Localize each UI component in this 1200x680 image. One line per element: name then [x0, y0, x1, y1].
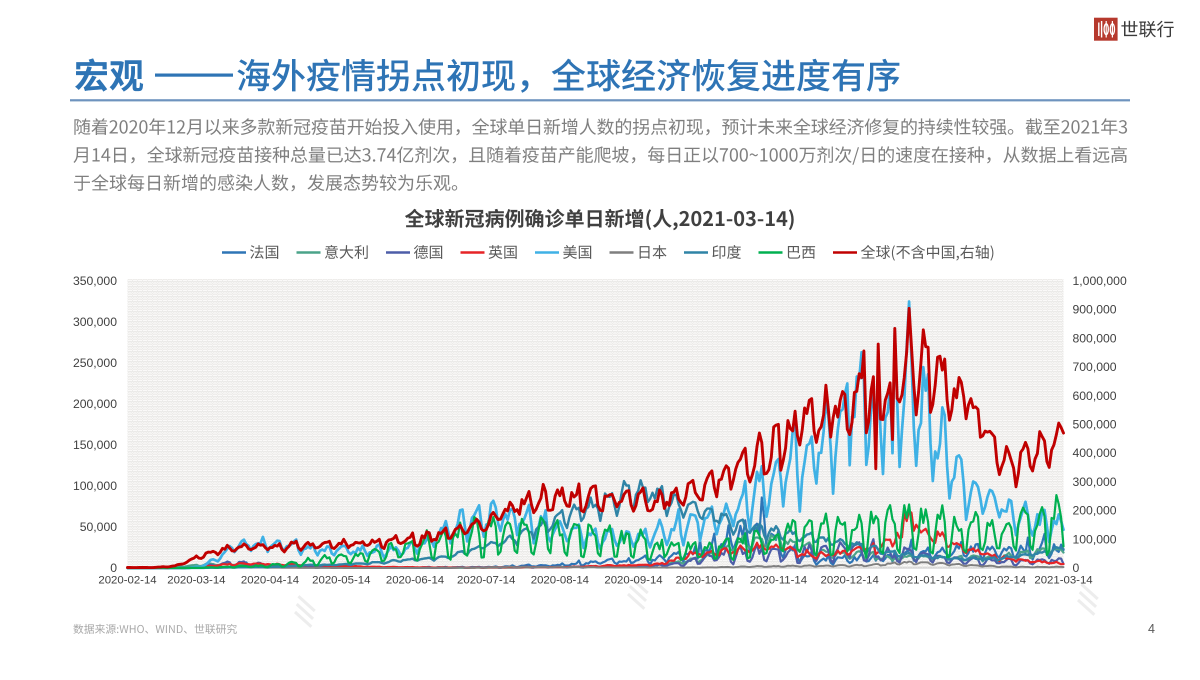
svg-text:600,000: 600,000 [1073, 389, 1117, 403]
svg-text:2020-08-14: 2020-08-14 [531, 575, 589, 587]
svg-text:2020-09-14: 2020-09-14 [604, 575, 662, 587]
svg-text:1,000,000: 1,000,000 [1073, 274, 1127, 288]
svg-text:400,000: 400,000 [1073, 446, 1117, 460]
svg-text:2020-06-14: 2020-06-14 [386, 575, 444, 587]
svg-text:700,000: 700,000 [1073, 360, 1117, 374]
svg-text:2021-02-14: 2021-02-14 [968, 575, 1026, 587]
svg-text:200,000: 200,000 [73, 397, 117, 411]
svg-text:100,000: 100,000 [73, 479, 117, 493]
svg-text:200,000: 200,000 [1073, 504, 1117, 518]
svg-text:500,000: 500,000 [1073, 418, 1117, 432]
svg-text:250,000: 250,000 [73, 356, 117, 370]
svg-text:800,000: 800,000 [1073, 331, 1117, 345]
svg-text:2020-11-14: 2020-11-14 [750, 575, 807, 587]
svg-text:2020-04-14: 2020-04-14 [241, 575, 299, 587]
svg-text:2020-12-14: 2020-12-14 [821, 575, 879, 587]
svg-text:2021-01-14: 2021-01-14 [894, 575, 952, 587]
svg-text:2020-03-14: 2020-03-14 [167, 575, 225, 587]
svg-text:300,000: 300,000 [1073, 475, 1117, 489]
svg-text:350,000: 350,000 [73, 274, 117, 288]
svg-text:2020-07-14: 2020-07-14 [457, 575, 515, 587]
svg-text:2020-02-14: 2020-02-14 [98, 575, 156, 587]
svg-text:300,000: 300,000 [73, 315, 117, 329]
svg-text:2020-05-14: 2020-05-14 [312, 575, 370, 587]
svg-text:2020-10-14: 2020-10-14 [676, 575, 734, 587]
svg-text:50,000: 50,000 [80, 520, 117, 534]
svg-text:0: 0 [110, 561, 117, 575]
svg-text:2021-03-14: 2021-03-14 [1034, 575, 1092, 587]
svg-text:0: 0 [1073, 561, 1080, 575]
svg-text:4: 4 [1148, 622, 1155, 636]
svg-text:900,000: 900,000 [1073, 303, 1117, 317]
svg-text:100,000: 100,000 [1073, 532, 1117, 546]
svg-text:150,000: 150,000 [73, 438, 117, 452]
